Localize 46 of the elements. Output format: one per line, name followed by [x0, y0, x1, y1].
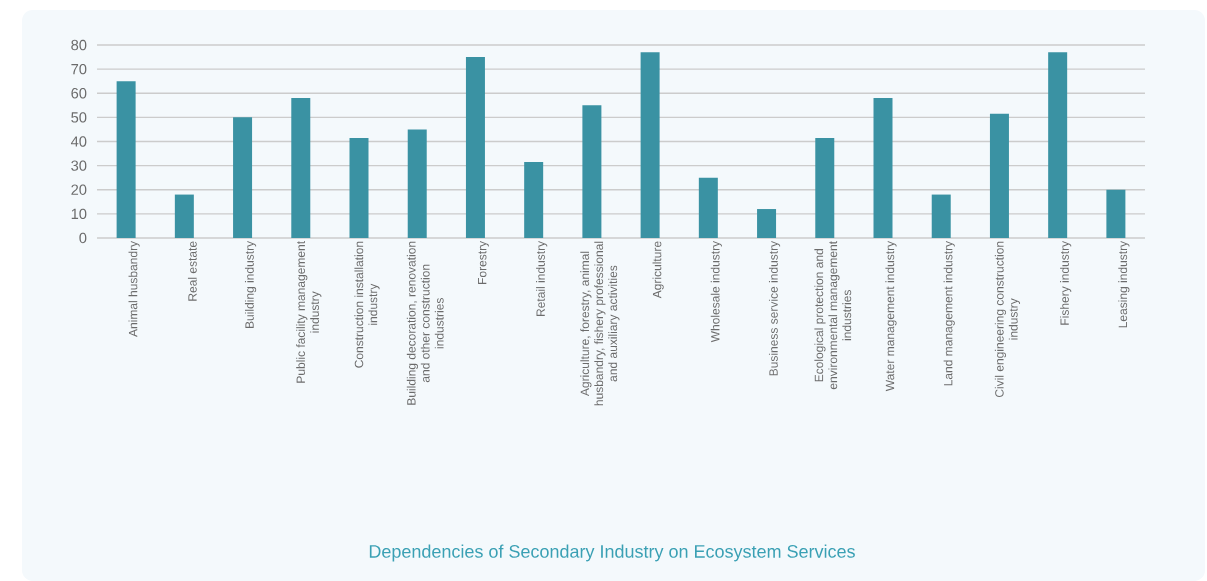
bar: [524, 162, 544, 238]
bar: [1106, 189, 1126, 238]
y-tick-label: 70: [71, 63, 87, 75]
x-tick-label: Water management industry: [885, 240, 897, 392]
x-tick-label: Business service industry: [768, 240, 781, 376]
bar: [1048, 52, 1068, 238]
x-tick-label: Building industry: [244, 240, 257, 328]
bar: [873, 98, 893, 238]
y-tick-label: 10: [71, 208, 87, 220]
bar: [931, 194, 951, 238]
x-tick-label: Ecological protection and environmental management industries: [814, 241, 852, 390]
x-tick-label: Forestry: [478, 240, 489, 284]
bar: [640, 52, 660, 238]
x-tick-label: Fishery industry: [1060, 240, 1072, 325]
x-tick-label: Animal husbandry: [128, 240, 140, 337]
x-tick-label: Real estate: [187, 241, 197, 301]
x-tick-label: Agriculture, forestry, animal husbandry, fishery professional and auxiliary activities: [580, 241, 620, 406]
y-tick-label: 20: [71, 184, 87, 195]
y-tick-label: 60: [71, 88, 87, 99]
y-tick-label: 0: [79, 232, 87, 244]
bar: [815, 137, 835, 238]
y-tick-label: 40: [70, 136, 87, 147]
y-tick-label: 30: [71, 160, 87, 171]
bar: [349, 137, 369, 238]
y-tick-label: 50: [71, 112, 87, 123]
x-tick-label: Land management industry: [943, 240, 955, 386]
bar: [582, 105, 602, 238]
bar: [989, 113, 1009, 238]
x-tick-label: Retail industry: [536, 240, 548, 316]
x-tick-label: Construction installation industry: [354, 241, 380, 368]
x-tick-label: Building decoration, renovation and other construction industries: [406, 241, 444, 405]
x-tick-label: Wholesale industry: [710, 240, 722, 343]
x-tick-label: Public facility management industry: [296, 241, 322, 383]
bar: [407, 129, 427, 238]
bar: [116, 81, 136, 238]
y-tick-label: 80: [71, 39, 87, 51]
bar: [465, 57, 485, 238]
bar: [698, 177, 718, 238]
bar: [174, 194, 194, 238]
bar: [757, 209, 777, 238]
bar: [233, 117, 253, 238]
x-tick-label: Leasing industry: [1118, 240, 1130, 328]
x-tick-label: Civil engineering construction industry: [994, 241, 1021, 398]
bar: [291, 98, 311, 238]
x-tick-label: Agriculture: [652, 241, 664, 299]
text: Dependencies of Secondary Industry on Ecosystem Services: [369, 544, 855, 562]
